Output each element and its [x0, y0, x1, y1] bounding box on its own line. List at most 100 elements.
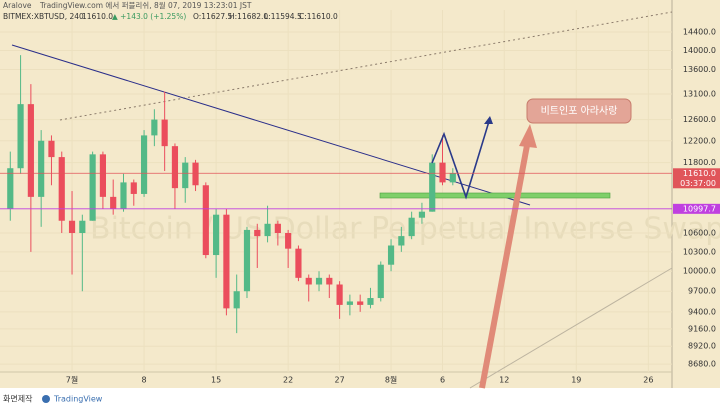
- candle-body: [27, 104, 34, 197]
- support-zone: [379, 192, 611, 199]
- candle-body: [243, 229, 251, 292]
- candle-body: [367, 298, 374, 305]
- watermark: Bitcoin / US Dollar Perpetual Inverse Sw…: [90, 212, 720, 247]
- candle-body: [387, 245, 395, 265]
- trendline: [469, 267, 673, 389]
- y-tick-label: 10600.0: [683, 229, 716, 238]
- y-tick-label: 8920.0: [688, 342, 716, 351]
- candle-body: [151, 119, 158, 136]
- x-tick-label: 12: [499, 376, 509, 385]
- y-tick-label: 11800.0: [683, 158, 716, 167]
- low: L:11594.5: [264, 12, 302, 21]
- candle-body: [377, 264, 384, 299]
- open: O:11627.5: [193, 12, 233, 21]
- candle-body: [326, 277, 333, 285]
- price-label-box: [673, 168, 720, 189]
- last-price: 11610.0: [82, 12, 113, 21]
- x-tick-label: 26: [643, 376, 653, 385]
- candle-body: [192, 162, 199, 186]
- countdown: 03:37:00: [680, 179, 716, 188]
- candle-body: [110, 196, 117, 209]
- candle-body: [285, 233, 292, 249]
- forecast-path: [431, 117, 491, 200]
- candle-body: [233, 291, 240, 309]
- y-tick-label: 13600.0: [683, 65, 716, 74]
- candle-body: [254, 229, 261, 237]
- footer-bar: [0, 388, 720, 409]
- candle-body: [130, 182, 137, 194]
- credit: 화면제작: [3, 394, 33, 404]
- y-tick-label: 14000.0: [683, 46, 716, 55]
- candle-body: [182, 162, 189, 189]
- candle-body: [357, 301, 364, 305]
- candle-body: [120, 182, 127, 209]
- x-tick-label: 15: [211, 376, 221, 385]
- y-tick-label: 9160.0: [688, 324, 716, 333]
- candle-body: [315, 277, 323, 285]
- candle-body: [17, 104, 24, 169]
- y-tick-label: 8680.0: [688, 360, 716, 369]
- y-tick-label: 12600.0: [683, 115, 716, 124]
- candle-body: [58, 157, 65, 221]
- candles: [7, 55, 456, 334]
- candle-body: [99, 154, 106, 197]
- x-tick-label: 22: [283, 376, 293, 385]
- price-label: 10997.7: [683, 204, 716, 213]
- candle-body: [161, 119, 168, 147]
- x-tick-label: 7월: [66, 375, 78, 385]
- high: H:11682.0: [229, 12, 268, 21]
- y-tick-label: 12200.0: [683, 136, 716, 145]
- symbol: BITMEX:XBTUSD, 240: [3, 12, 84, 21]
- candle-body: [439, 162, 446, 183]
- author: Aralove: [3, 1, 32, 10]
- price-lines: 11610.003:37:00 10997.7: [0, 168, 720, 214]
- candle-body: [171, 146, 179, 189]
- candle-body: [48, 140, 55, 158]
- brand: TradingView: [53, 395, 103, 404]
- y-tick-label: 10000.0: [683, 267, 716, 276]
- dotted-trendline: [59, 11, 673, 121]
- candle-body: [38, 140, 45, 197]
- candle-body: [264, 223, 271, 237]
- candle-body: [274, 223, 281, 234]
- y-tick-label: 9400.0: [688, 307, 716, 316]
- grid: 14400.0 14000.0 13600.0 13100.0 12600.0 12200…: [0, 10, 716, 385]
- candle-body: [79, 220, 86, 234]
- big-arrow: [479, 139, 531, 389]
- candle-body: [202, 185, 209, 256]
- candle-body: [336, 284, 343, 305]
- price-label: 11610.0: [683, 169, 716, 178]
- arrow-head: [484, 116, 493, 124]
- y-tick-label: 9700.0: [688, 287, 716, 296]
- x-tick-label: 8: [142, 376, 147, 385]
- candle-body: [398, 236, 405, 246]
- candle-body: [449, 173, 456, 183]
- close: C:11610.0: [299, 12, 338, 21]
- logo: [42, 395, 50, 403]
- published: TradingView.com 에서 퍼블리쉬, 8월 07, 2019 13:…: [39, 0, 252, 10]
- x-tick-label: 8월: [385, 375, 397, 385]
- candle-body: [223, 214, 230, 309]
- annotation: 비트인포 아라사랑: [541, 105, 618, 117]
- change: ▲ +143.0 (+1.25%): [112, 12, 186, 21]
- candle-body: [68, 220, 76, 234]
- candle-body: [140, 135, 148, 194]
- y-tick-label: 10300.0: [683, 247, 716, 256]
- candle-body: [295, 248, 302, 278]
- candle-body: [213, 214, 220, 256]
- candle-body: [7, 168, 14, 209]
- x-tick-label: 6: [440, 376, 445, 385]
- candle-body: [89, 154, 96, 221]
- big-arrow-head: [519, 124, 537, 148]
- candle-body: [418, 211, 426, 218]
- candle-body: [346, 301, 353, 305]
- price-label-box: [673, 203, 720, 214]
- candle-body: [429, 162, 436, 212]
- x-tick-label: 19: [571, 376, 581, 385]
- y-tick-label: 14400.0: [683, 27, 716, 36]
- candle-body: [408, 217, 415, 237]
- y-tick-label: 13100.0: [683, 90, 716, 99]
- annotation-box: [526, 98, 632, 124]
